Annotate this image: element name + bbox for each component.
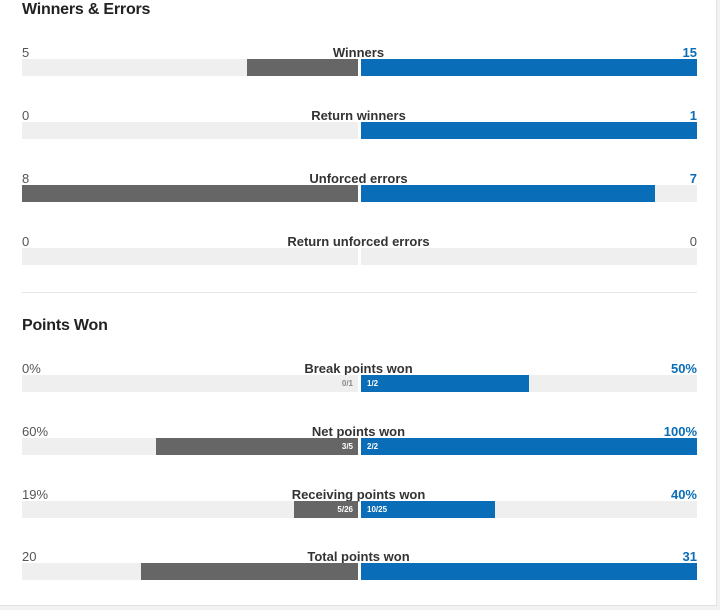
left-fraction: 3/5 [341,442,353,451]
right-bar-track [361,248,697,265]
right-value: 50% [670,361,697,376]
right-fraction: 2/2 [367,442,379,451]
right-fraction: 10/25 [367,505,388,514]
right-bar-track [361,122,697,139]
stat-row-winners: 5 Winners 15 [0,45,720,85]
left-bar-fill [156,438,358,455]
right-bar-track: 2/2 [361,438,697,455]
right-value: 100% [663,424,697,439]
stat-row-total-points-won: 20 Total points won 31 [0,549,720,589]
right-bar-fill [361,375,529,392]
left-bar-track: 5/26 [22,501,358,518]
right-bar-track [361,563,697,580]
right-bar-fill [361,438,697,455]
right-bar-fill [361,122,697,139]
right-bar-fill [361,501,496,518]
left-bar-track [22,185,358,202]
right-value: 40% [670,487,697,502]
left-bar-fill [247,59,358,76]
stat-row-unforced-errors: 8 Unforced errors 7 [0,171,720,211]
right-bar-track [361,185,697,202]
stat-label: Net points won [311,424,406,439]
stat-label: Unforced errors [309,171,408,186]
right-bar-track: 10/25 [361,501,697,518]
stat-label: Receiving points won [291,487,426,502]
left-bar-fill [141,563,358,580]
left-value: 20 [22,549,37,564]
right-value: 7 [689,171,697,186]
left-value: 0 [22,108,30,123]
right-bar-track: 1/2 [361,375,697,392]
left-bar-track [22,563,358,580]
right-value: 1 [689,108,697,123]
left-fraction: 5/26 [337,505,353,514]
stat-label: Return unforced errors [287,234,430,249]
right-fraction: 1/2 [367,379,379,388]
right-bar-fill [361,563,697,580]
stat-row-return-winners: 0 Return winners 1 [0,108,720,148]
right-value: 0 [689,234,697,249]
left-value: 0 [22,234,30,249]
right-bar-fill [361,185,655,202]
stat-row-receiving-points-won: 19% Receiving points won 40% 5/26 10/25 [0,487,720,527]
left-bar-track [22,59,358,76]
stat-label: Return winners [311,108,406,123]
stat-row-net-points-won: 60% Net points won 100% 3/5 2/2 [0,424,720,464]
section-title-points-won: Points Won [22,317,108,334]
right-bar-fill [361,59,697,76]
section-divider [22,292,697,293]
stat-label: Break points won [304,361,413,376]
right-value: 15 [682,45,697,60]
left-value: 0% [22,361,41,376]
stat-label: Total points won [307,549,410,564]
right-value: 31 [682,549,697,564]
left-bar-track [22,248,358,265]
left-fraction: 0/1 [341,379,353,388]
right-bar-track [361,59,697,76]
stat-label: Winners [332,45,385,60]
stat-row-return-unforced-errors: 0 Return unforced errors 0 [0,234,720,274]
left-bar-track: 0/1 [22,375,358,392]
left-bar-track: 3/5 [22,438,358,455]
left-value: 19% [22,487,49,502]
left-bar-fill [22,185,358,202]
left-value: 8 [22,171,30,186]
left-bar-fill [294,501,358,518]
left-value: 5 [22,45,30,60]
section-title-winners-errors: Winners & Errors [22,1,151,18]
left-bar-track [22,122,358,139]
stat-row-break-points-won: 0% Break points won 50% 0/1 1/2 [0,361,720,401]
left-value: 60% [22,424,49,439]
